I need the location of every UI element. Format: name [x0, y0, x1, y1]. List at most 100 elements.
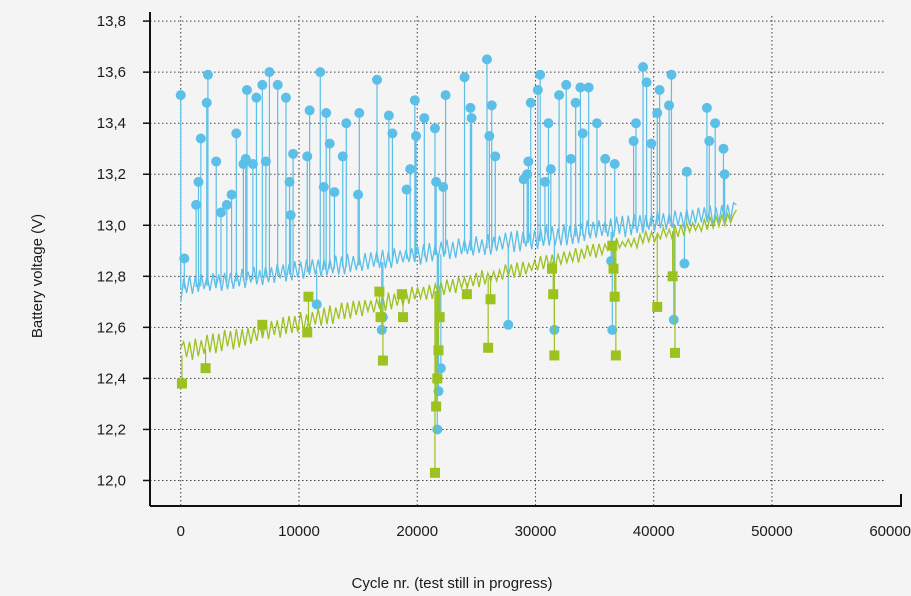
data-point-blue	[523, 156, 534, 167]
data-point-blue	[354, 107, 365, 118]
x-tick-label: 20000	[396, 523, 438, 540]
data-point-blue	[525, 97, 536, 108]
data-point-green	[176, 378, 187, 389]
data-point-green	[547, 263, 558, 274]
data-point-blue	[575, 82, 586, 93]
y-tick-label: 12,6	[97, 319, 126, 336]
grid	[150, 16, 884, 506]
data-point-blue	[679, 258, 690, 269]
y-tick-label: 13,4	[97, 115, 126, 132]
data-point-blue	[438, 181, 449, 192]
data-point-green	[302, 327, 313, 338]
data-point-blue	[260, 156, 271, 167]
data-point-blue	[221, 199, 232, 210]
data-point-blue	[435, 363, 446, 374]
data-point-blue	[561, 79, 572, 90]
tick-labels: 12,0 12,2 12,4 12,6 12,8 13,0 13,2 13,4 13,6 13,8…	[97, 13, 911, 540]
data-point-blue	[202, 69, 213, 80]
data-point-green	[398, 312, 409, 323]
data-point-green	[377, 355, 388, 366]
data-point-blue	[179, 253, 190, 264]
data-point-blue	[583, 82, 594, 93]
data-point-blue	[664, 100, 675, 111]
data-point-blue	[405, 164, 416, 175]
data-point-blue	[191, 199, 202, 210]
data-point-blue	[577, 128, 588, 139]
data-point-blue	[329, 187, 340, 198]
data-point-blue	[264, 67, 275, 78]
y-tick-label: 13,0	[97, 217, 126, 234]
data-point-green	[433, 345, 444, 356]
data-point-blue	[429, 123, 440, 134]
data-point-blue	[247, 159, 258, 170]
data-point-blue	[211, 156, 222, 167]
data-point-green	[434, 312, 445, 323]
data-point-green	[200, 363, 211, 374]
data-point-blue	[481, 54, 492, 65]
data-point-blue	[280, 92, 291, 103]
data-point-blue	[372, 74, 383, 85]
x-tick-label: 40000	[633, 523, 675, 540]
data-point-blue	[251, 92, 262, 103]
y-tick-label: 12,2	[97, 421, 126, 438]
data-point-blue	[272, 79, 283, 90]
data-point-blue	[288, 148, 299, 159]
data-point-blue	[383, 110, 394, 121]
data-point-green	[549, 350, 560, 361]
data-point-blue	[215, 207, 226, 218]
data-point-blue	[241, 85, 252, 96]
x-tick-label: 10000	[278, 523, 320, 540]
data-point-blue	[324, 138, 335, 149]
data-point-blue	[710, 118, 721, 129]
data-point-blue	[318, 181, 329, 192]
data-point-blue	[465, 102, 476, 113]
data-point-green	[461, 289, 472, 300]
data-point-blue	[285, 210, 296, 221]
data-point-blue	[201, 97, 212, 108]
data-point-green	[431, 401, 442, 412]
data-point-blue	[554, 90, 565, 101]
data-point-green	[609, 291, 620, 302]
series-line-blue	[180, 201, 737, 302]
data-point-blue	[628, 136, 639, 147]
data-point-blue	[490, 151, 501, 162]
data-point-blue	[459, 72, 470, 83]
data-point-blue	[341, 118, 352, 129]
data-point-green	[396, 289, 407, 300]
y-tick-label: 12,8	[97, 268, 126, 285]
data-point-blue	[257, 79, 268, 90]
data-point-blue	[646, 138, 657, 149]
data-point-green	[485, 294, 496, 305]
data-point-blue	[466, 113, 477, 124]
data-point-blue	[638, 62, 649, 73]
y-axis-title: Battery voltage (V)	[29, 214, 46, 338]
y-tick-label: 13,2	[97, 166, 126, 183]
data-point-green	[375, 312, 386, 323]
data-point-blue	[719, 169, 730, 180]
data-point-green	[483, 342, 494, 353]
data-point-green	[669, 347, 680, 358]
data-point-blue	[315, 67, 326, 78]
data-point-blue	[666, 69, 677, 80]
data-point-blue	[522, 169, 533, 180]
y-tick-label: 13,8	[97, 13, 126, 30]
data-point-blue	[353, 189, 364, 200]
x-tick-label: 0	[177, 523, 185, 540]
data-point-green	[374, 286, 385, 297]
data-point-blue	[195, 133, 206, 144]
data-point-green	[303, 291, 314, 302]
data-point-blue	[630, 118, 641, 129]
data-point-blue	[641, 77, 652, 88]
data-point-blue	[545, 164, 556, 175]
data-point-blue	[539, 176, 550, 187]
data-point-green	[608, 263, 619, 274]
data-point-blue	[600, 153, 611, 164]
data-point-green	[667, 271, 678, 282]
data-point-blue	[175, 90, 186, 101]
data-point-blue	[231, 128, 242, 139]
data-point-blue	[304, 105, 315, 116]
data-point-green	[607, 240, 618, 251]
x-axis-title: Cycle nr. (test still in progress)	[352, 575, 553, 592]
series-line-green	[180, 209, 738, 360]
